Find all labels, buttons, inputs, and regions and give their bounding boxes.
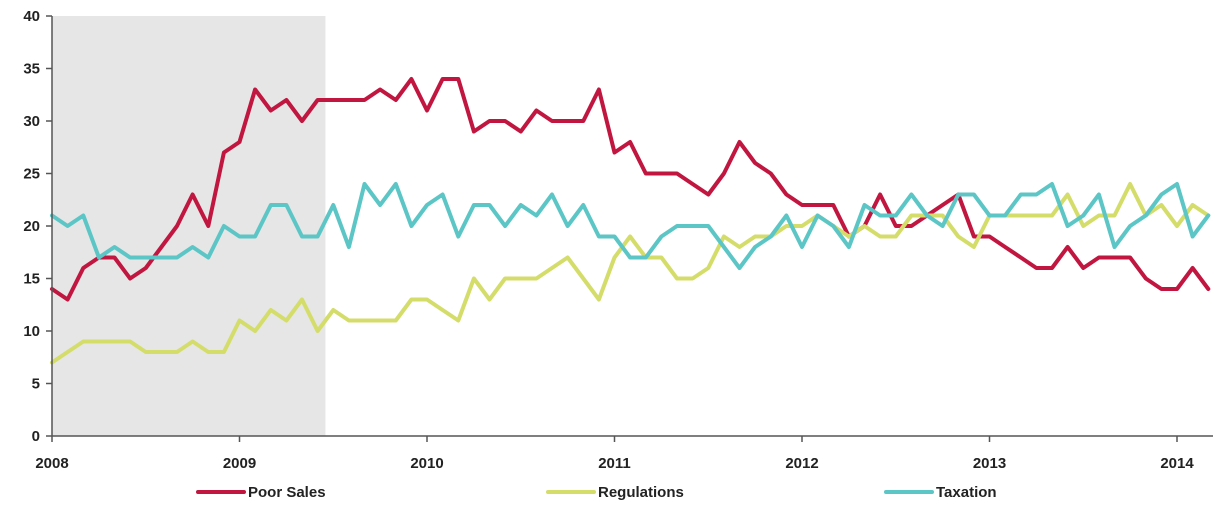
legend: Poor Sales Regulations Taxation	[196, 484, 997, 501]
series-line-taxation	[50, 182, 1211, 270]
legend-label: Regulations	[598, 484, 684, 501]
y-tick-label: 40	[23, 8, 40, 25]
legend-item-poor-sales: Poor Sales	[196, 484, 326, 501]
y-tick-label: 15	[23, 271, 40, 288]
y-tick-label: 0	[32, 428, 40, 445]
legend-label: Taxation	[936, 484, 997, 501]
x-tick-label: 2012	[785, 455, 818, 472]
legend-item-taxation: Taxation	[884, 484, 997, 501]
y-tick-label: 25	[23, 166, 40, 183]
y-tick-label: 30	[23, 113, 40, 130]
x-tick-label: 2008	[35, 455, 68, 472]
x-tick-label: 2013	[973, 455, 1006, 472]
series-line-poor-sales	[50, 77, 1211, 302]
series-lines	[50, 77, 1211, 365]
x-tick-label: 2011	[598, 455, 631, 472]
x-axis-ticks: 2008 2009 2010 2011 2012 2013 2014	[35, 436, 1194, 472]
legend-label: Poor Sales	[248, 484, 326, 501]
legend-item-regulations: Regulations	[546, 484, 684, 501]
x-tick-label: 2014	[1160, 455, 1194, 472]
series-line-regulations	[50, 182, 1211, 365]
shaded-region	[52, 16, 326, 436]
x-tick-label: 2009	[223, 455, 256, 472]
x-tick-label: 2010	[410, 455, 443, 472]
shaded-period	[52, 16, 326, 436]
y-tick-label: 35	[23, 61, 40, 78]
y-tick-label: 20	[23, 218, 40, 235]
y-tick-label: 10	[23, 323, 40, 340]
y-tick-label: 5	[32, 376, 40, 393]
y-axis-ticks: 0 5 10 15 20 25 30 35 40	[23, 8, 52, 445]
